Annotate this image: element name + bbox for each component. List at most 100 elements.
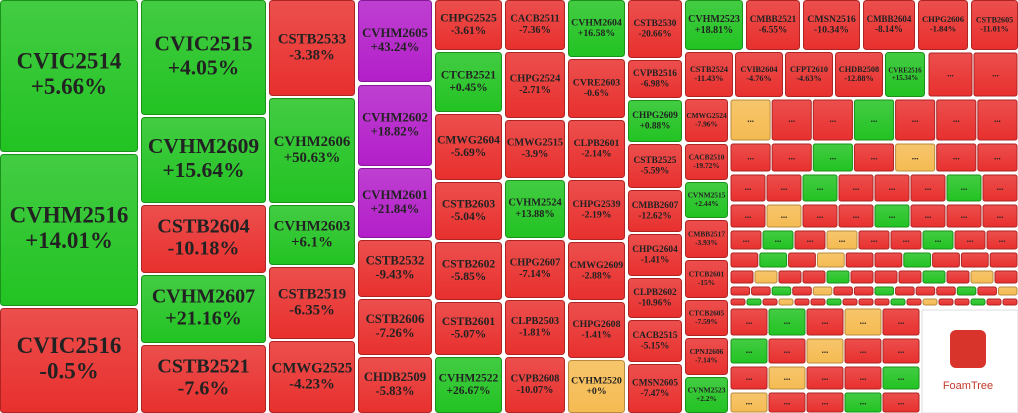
tile bbox=[628, 190, 682, 232]
more-label: ... bbox=[822, 397, 829, 407]
small-tile bbox=[882, 392, 920, 413]
small-tile bbox=[812, 143, 853, 172]
more-label: ... bbox=[903, 234, 910, 244]
more-label: ... bbox=[898, 397, 905, 407]
small-tile bbox=[890, 230, 922, 250]
small-tile bbox=[802, 204, 838, 228]
more-label: ... bbox=[889, 210, 896, 220]
tile-value: -7.36% bbox=[519, 25, 551, 36]
tile-label: CMSN2516 bbox=[807, 14, 856, 25]
more-label: ... bbox=[912, 114, 919, 124]
tile-value: +15.64% bbox=[162, 158, 244, 182]
more-label: ... bbox=[746, 372, 753, 382]
tile-value: +14.01% bbox=[25, 228, 113, 253]
small-tile bbox=[928, 52, 973, 97]
tile-label: CVPB2608 bbox=[511, 374, 560, 385]
tile-label: CTCB2601 bbox=[689, 270, 725, 279]
small-tile bbox=[766, 174, 802, 202]
small-tile bbox=[746, 298, 762, 306]
tile-value: -11.43% bbox=[694, 74, 723, 83]
tile-label: CSTB2519 bbox=[278, 286, 346, 302]
tile-label: CSTB2603 bbox=[442, 198, 495, 210]
small-tile bbox=[759, 252, 788, 268]
tile-label: CSTB2524 bbox=[690, 65, 728, 74]
tile-value: +21.84% bbox=[371, 202, 420, 216]
more-label: ... bbox=[935, 234, 942, 244]
small-tile bbox=[812, 99, 853, 141]
small-tile bbox=[768, 338, 806, 364]
tile bbox=[735, 52, 783, 97]
tile-label: CVHM2609 bbox=[148, 134, 259, 158]
tile-value: +0% bbox=[586, 386, 606, 397]
small-tile bbox=[762, 298, 778, 306]
tile-value: -3.61% bbox=[451, 25, 487, 37]
more-label: ... bbox=[925, 182, 932, 192]
tile bbox=[0, 0, 138, 152]
tile-label: CVHM2524 bbox=[508, 198, 561, 209]
more-label: ... bbox=[788, 114, 795, 124]
more-label: ... bbox=[829, 114, 836, 124]
tile-label: CVHM2523 bbox=[688, 14, 740, 25]
tile-label: CSTB2602 bbox=[442, 258, 495, 270]
tile-value: -5.59% bbox=[641, 166, 670, 176]
tile-label: CSTB2530 bbox=[634, 19, 677, 29]
tile-label: CSTB2605 bbox=[976, 15, 1013, 24]
small-tile bbox=[977, 143, 1018, 172]
tile bbox=[435, 242, 502, 300]
tile-label: CFPT2610 bbox=[790, 65, 828, 74]
tile-label: CVIC2514 bbox=[17, 49, 122, 74]
small-tile bbox=[956, 286, 977, 296]
logo-icon bbox=[950, 330, 986, 368]
tile-value: -20.66% bbox=[638, 29, 671, 39]
more-label: ... bbox=[961, 182, 968, 192]
small-tile bbox=[1002, 298, 1018, 306]
small-tile bbox=[970, 270, 994, 284]
small-tile bbox=[771, 99, 812, 141]
tile-value: -12.62% bbox=[638, 211, 671, 221]
small-tile bbox=[826, 298, 842, 306]
small-tile bbox=[806, 308, 844, 336]
tile-label: CMBB2607 bbox=[632, 201, 679, 211]
small-tile bbox=[762, 230, 794, 250]
small-tile bbox=[946, 204, 982, 228]
tile bbox=[141, 205, 266, 273]
tile-label: CVNM2523 bbox=[688, 386, 726, 395]
tile-label: CVHM2603 bbox=[274, 218, 351, 234]
small-tile bbox=[806, 338, 844, 364]
tile bbox=[835, 52, 883, 97]
small-tile bbox=[954, 298, 970, 306]
tile-value: -1.84% bbox=[930, 24, 957, 34]
tile-value: +16.58% bbox=[578, 28, 615, 39]
small-tile bbox=[730, 143, 771, 172]
tile-value: -0.6% bbox=[584, 88, 609, 99]
tile-value: -4.23% bbox=[289, 377, 335, 393]
tile-label: CHPG2608 bbox=[573, 319, 621, 330]
tile-value: +18.81% bbox=[695, 25, 733, 36]
more-label: ... bbox=[784, 345, 791, 355]
tile bbox=[628, 0, 682, 58]
tile-label: CMBB2604 bbox=[867, 14, 912, 24]
more-label: ... bbox=[871, 152, 878, 162]
small-tile bbox=[730, 174, 766, 202]
tile-label: CVPB2516 bbox=[633, 69, 677, 79]
tile-label: CSTB2601 bbox=[442, 316, 495, 328]
tile-label: CACB2510 bbox=[689, 153, 725, 162]
more-label: ... bbox=[898, 345, 905, 355]
small-tile bbox=[833, 286, 853, 296]
tile bbox=[358, 0, 432, 82]
small-tile bbox=[730, 204, 766, 228]
more-label: ... bbox=[743, 234, 750, 244]
tile bbox=[685, 182, 728, 218]
tile bbox=[628, 144, 682, 188]
small-tile bbox=[874, 174, 910, 202]
tile bbox=[505, 240, 565, 298]
small-tile bbox=[936, 286, 956, 296]
tile-value: -2.88% bbox=[581, 271, 611, 282]
tile-label: CHPG2604 bbox=[632, 245, 678, 255]
tile-label: CTCB2521 bbox=[441, 69, 496, 81]
more-label: ... bbox=[746, 316, 753, 326]
more-label: ... bbox=[747, 152, 754, 162]
tile-label: CHPG2525 bbox=[440, 12, 497, 24]
small-tile bbox=[982, 204, 1018, 228]
